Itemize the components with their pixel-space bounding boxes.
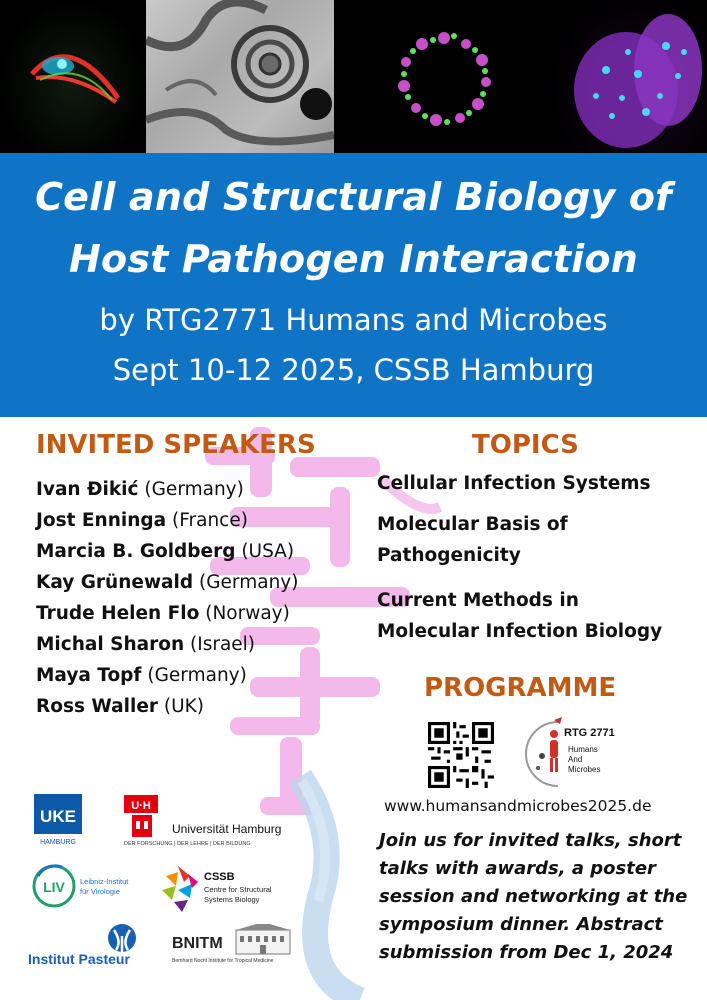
topic-line: Molecular Basis of xyxy=(377,514,568,535)
rtg-logo-sub: And xyxy=(568,755,582,764)
speaker-country: (Germany) xyxy=(193,572,299,593)
speaker-name: Maya Topf xyxy=(36,665,142,686)
cssb-logo-name: Centre for Structural xyxy=(204,885,272,894)
bnitm-logo: BNITM Bernhard Nocht Institute for Tropi… xyxy=(172,924,291,964)
topic-line: Cellular Infection Systems xyxy=(377,473,651,494)
speaker-name: Ivan Đikić xyxy=(36,479,139,500)
topic-line: Molecular Infection Biology xyxy=(377,621,663,642)
speaker-name: Trude Helen Flo xyxy=(36,603,200,624)
call-to-action-line: submission from Dec 1, 2024 xyxy=(379,942,674,963)
title-line-1: Cell and Structural Biology of xyxy=(35,175,672,219)
institut-pasteur-name: Institut Pasteur xyxy=(28,951,130,967)
call-to-action-line: symposium dinner. Abstract xyxy=(379,914,663,935)
microscopy-image-1 xyxy=(0,0,146,153)
programme-heading: PROGRAMME xyxy=(424,673,617,703)
uke-logo-sub: HAMBURG xyxy=(40,839,76,846)
liv-logo: LIV Leibniz-Institut für Virologie xyxy=(32,864,129,908)
rtg-logo-sub: Microbes xyxy=(568,765,600,774)
cssb-logo: CSSB Centre for Structural Systems Biolo… xyxy=(162,866,272,912)
title-line-2: Host Pathogen Interaction xyxy=(69,237,638,281)
qr-code[interactable] xyxy=(428,722,494,788)
speaker-country: (USA) xyxy=(235,541,295,562)
subtitle-date-venue: Sept 10-12 2025, CSSB Hamburg xyxy=(112,353,595,387)
speaker-item: Ivan Đikić (Germany) xyxy=(36,474,376,505)
call-to-action-line: Join us for invited talks, short xyxy=(379,830,682,851)
institut-pasteur-logo: Institut Pasteur xyxy=(28,924,136,967)
title-band: Cell and Structural Biology of Host Path… xyxy=(0,153,707,417)
speaker-name: Ross Waller xyxy=(36,696,159,717)
liv-logo-mark: LIV xyxy=(43,879,65,895)
bnitm-logo-sub: Bernhard Nocht Institute for Tropical Me… xyxy=(172,958,274,964)
speaker-country: (UK) xyxy=(158,696,205,717)
electron-micrograph xyxy=(146,0,334,153)
uke-logo-mark: UKE xyxy=(40,807,76,826)
rtg-logo-sub: Humans xyxy=(568,745,598,754)
topic-line: Current Methods in xyxy=(377,590,579,611)
website-url[interactable]: www.humansandmicrobes2025.de xyxy=(384,797,652,815)
speaker-name: Marcia B. Goldberg xyxy=(36,541,236,562)
speaker-name: Kay Grünewald xyxy=(36,572,194,593)
speaker-country: (France) xyxy=(166,510,248,531)
call-to-action-line: talks with awards, a poster xyxy=(379,858,656,879)
uke-logo: UKE HAMBURG xyxy=(34,794,82,846)
image-strip xyxy=(0,0,707,153)
speaker-country: (Israel) xyxy=(184,634,256,655)
microscopy-image-3 xyxy=(334,0,556,153)
speaker-item: Jost Enninga (France) xyxy=(36,505,376,536)
speaker-country: (Norway) xyxy=(199,603,290,624)
topics-heading: TOPICS xyxy=(472,430,579,460)
speaker-country: (Germany) xyxy=(141,665,247,686)
uhh-logo-name: Universität Hamburg xyxy=(172,822,281,836)
speaker-item: Kay Grünewald (Germany) xyxy=(36,567,376,598)
speakers-list: Ivan Đikić (Germany) Jost Enninga (Franc… xyxy=(36,474,376,722)
speaker-item: Maya Topf (Germany) xyxy=(36,660,376,691)
microscopy-image-4 xyxy=(556,0,707,153)
bnitm-logo-mark: BNITM xyxy=(172,935,223,952)
speaker-name: Jost Enninga xyxy=(36,510,167,531)
uhh-logo-mark: U·H xyxy=(131,800,151,812)
speaker-name: Michal Sharon xyxy=(36,634,185,655)
cssb-logo-mark: CSSB xyxy=(204,871,235,883)
topic-item: Cellular Infection Systems xyxy=(377,468,697,499)
speaker-item: Marcia B. Goldberg (USA) xyxy=(36,536,376,567)
liv-logo-name: Leibniz-Institut xyxy=(80,877,129,886)
molecule-watermark xyxy=(205,427,443,1000)
call-to-action-line: session and networking at the xyxy=(379,886,688,907)
rtg-logo-name: RTG 2771 xyxy=(564,727,615,739)
call-to-action: Join us for invited talks, short talks w… xyxy=(379,827,699,967)
subtitle-organizer: by RTG2771 Humans and Microbes xyxy=(99,303,608,337)
speaker-country: (Germany) xyxy=(138,479,244,500)
uhh-logo: U·H Universität Hamburg DER FORSCHUNG | … xyxy=(124,795,281,847)
topic-line: Pathogenicity xyxy=(377,545,521,566)
cssb-logo-name: Systems Biology xyxy=(204,895,260,904)
topic-item: Current Methods in Molecular Infection Bi… xyxy=(377,585,697,647)
speaker-item: Michal Sharon (Israel) xyxy=(36,629,376,660)
speaker-item: Ross Waller (UK) xyxy=(36,691,376,722)
liv-logo-name: für Virologie xyxy=(80,887,120,896)
uhh-logo-sub: DER FORSCHUNG | DER LEHRE | DER BILDUNG xyxy=(124,841,251,847)
rtg-logo: RTG 2771 Humans And Microbes xyxy=(525,717,615,787)
speakers-heading: INVITED SPEAKERS xyxy=(36,430,316,460)
topic-item: Molecular Basis of Pathogenicity xyxy=(377,509,697,571)
speaker-item: Trude Helen Flo (Norway) xyxy=(36,598,376,629)
